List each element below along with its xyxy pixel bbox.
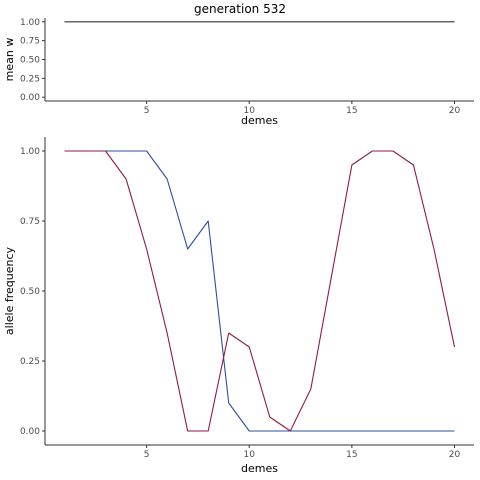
x-tick-label: 5 — [144, 106, 150, 116]
y-tick-label: 0.00 — [20, 93, 40, 103]
y-tick-label: 0.00 — [20, 427, 40, 437]
x-axis-title: demes — [241, 462, 278, 475]
x-tick-label: 5 — [144, 450, 150, 460]
x-tick-label: 15 — [346, 450, 357, 460]
x-tick-label: 10 — [244, 450, 256, 460]
y-tick-label: 0.50 — [20, 287, 40, 297]
x-axis-title: demes — [241, 114, 278, 127]
y-tick-label: 0.75 — [20, 37, 40, 47]
y-tick-label: 1.00 — [20, 147, 40, 157]
y-tick-label: 0.25 — [20, 357, 40, 367]
chart-panels: 5 10 15 20 0.00 0.25 0.50 0.75 1.00 demes mean w 5 1… — [3, 18, 474, 475]
chart-panel-1: 5 10 15 20 0.00 0.25 0.50 0.75 1.00 demes mean w — [3, 18, 474, 127]
x-tick-label: 15 — [346, 106, 357, 116]
series-line-2 — [64, 150, 456, 432]
series-line-1 — [64, 150, 455, 432]
y-tick-label: 0.25 — [20, 74, 40, 84]
y-axis-title: allele frequency — [3, 246, 16, 335]
y-tick-label: 0.75 — [20, 217, 40, 227]
chart-panel-2: 5 10 15 20 0.00 0.25 0.50 0.75 1.00 demes allele f… — [3, 137, 474, 475]
x-tick-label: 20 — [449, 106, 461, 116]
x-tick-label: 20 — [449, 450, 461, 460]
y-axis-title: mean w — [3, 38, 16, 82]
plot-title: generation 532 — [194, 2, 286, 16]
y-tick-label: 1.00 — [20, 18, 40, 28]
y-tick-label: 0.50 — [20, 56, 40, 66]
x-tick-label: 10 — [244, 106, 256, 116]
